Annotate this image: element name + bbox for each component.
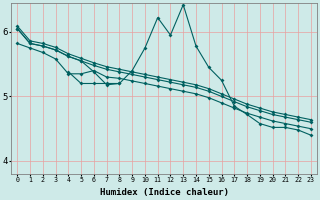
X-axis label: Humidex (Indice chaleur): Humidex (Indice chaleur)	[100, 188, 228, 197]
